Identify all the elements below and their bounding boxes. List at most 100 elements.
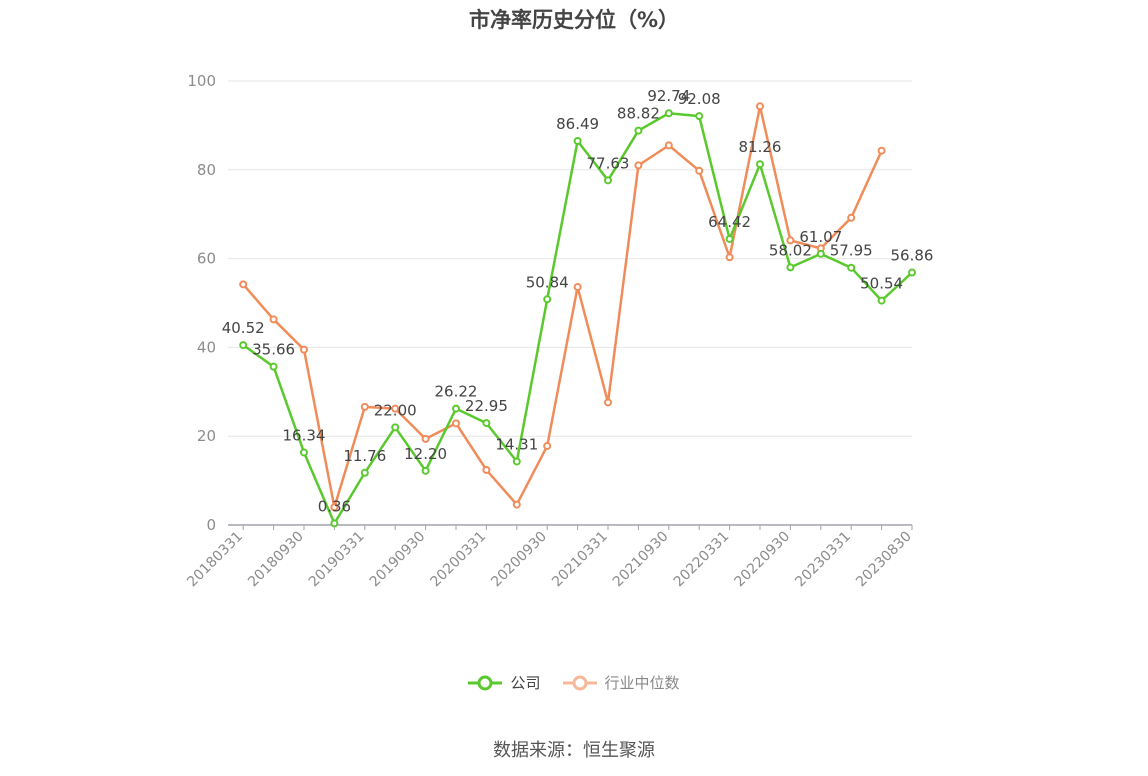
y-tick-label: 60 (197, 250, 216, 268)
company-point (604, 176, 612, 185)
industry-median-point (877, 146, 886, 155)
industry-median-point (482, 465, 491, 474)
company-data-label: 81.26 (739, 138, 782, 156)
y-tick-label: 100 (187, 72, 216, 90)
x-tick-label: 20210331 (549, 529, 611, 591)
legend-line-marker-icon (468, 675, 503, 690)
company-data-label: 22.00 (374, 401, 417, 419)
company-point (847, 263, 856, 272)
industry-median-point (634, 161, 643, 170)
company-point (512, 457, 521, 466)
x-tick-label: 20180930 (245, 529, 307, 591)
series-lines (239, 102, 916, 528)
grid-lines (228, 80, 912, 437)
data-labels: 40.52 35.66 16.34 0.36 11.76 22.00 12.20 26.222… (222, 87, 934, 515)
company-data-label: 26.22 (435, 383, 478, 401)
company-point (391, 423, 400, 432)
company-point (421, 466, 430, 475)
company-point (360, 468, 369, 477)
x-tick-label: 20180331 (184, 529, 246, 591)
x-tick-label: 20220331 (671, 529, 733, 591)
company-data-label: 77.63 (587, 154, 630, 172)
company-point (877, 296, 886, 305)
industry-median-point (391, 404, 400, 413)
company-data-label: 92.74 (647, 87, 690, 105)
company-point (695, 112, 704, 121)
company-data-label: 56.86 (891, 247, 934, 265)
industry-median-point (604, 398, 612, 407)
company-point (756, 160, 764, 169)
chart-title: 市净率历史分位（%） (468, 8, 680, 32)
industry-median-point (786, 236, 795, 245)
industry-median-point (330, 503, 339, 512)
industry-median-point (239, 280, 248, 289)
company-data-label: 50.54 (860, 275, 903, 293)
company-point (634, 126, 643, 135)
company-point (573, 136, 582, 145)
industry-median-point (573, 283, 582, 292)
industry-median-point (360, 402, 369, 411)
company-point (330, 519, 339, 528)
company-data-label: 61.07 (799, 228, 842, 246)
industry-median-point (847, 213, 856, 222)
company-point (269, 362, 278, 371)
legend-line-marker-icon (562, 675, 597, 690)
industry-median-point (664, 141, 673, 150)
y-tick-label: 80 (197, 161, 216, 179)
legend: 公司 行业中位数 (0, 672, 1148, 693)
x-tick-label: 20200930 (488, 529, 550, 591)
company-point (452, 404, 460, 413)
company-point (725, 234, 734, 243)
x-tick-label: 20220930 (732, 529, 794, 591)
industry-median-point (269, 315, 278, 324)
legend-item-industry-median[interactable]: 行业中位数 (562, 672, 680, 693)
legend-label-company: 公司 (510, 674, 541, 692)
industry-median-point (300, 345, 308, 354)
x-tick-label: 20210930 (610, 529, 672, 591)
company-data-label: 86.49 (556, 115, 599, 133)
x-tick-label: 20230830 (853, 529, 915, 591)
x-tick-label: 20190930 (367, 529, 429, 591)
industry-median-point (421, 434, 430, 443)
company-data-label: 12.20 (404, 445, 447, 463)
industry-median-point (543, 441, 552, 450)
company-point (786, 263, 795, 272)
industry-median-point (452, 419, 460, 428)
company-point (482, 419, 491, 428)
y-tick-label: 0 (206, 516, 216, 534)
company-data-label: 16.34 (283, 426, 326, 444)
y-tick-label: 40 (197, 338, 216, 356)
company-data-label: 88.82 (617, 105, 660, 123)
legend-label-industry-median: 行业中位数 (604, 674, 680, 692)
x-tick-label: 20190331 (306, 529, 368, 591)
axes: 0 20 40 60 80 100 20180331 20180930 20190331 2019… (184, 72, 915, 590)
y-tick-label: 20 (197, 427, 216, 445)
company-data-label: 0.36 (318, 497, 351, 515)
legend-item-company[interactable]: 公司 (468, 672, 541, 693)
industry-median-point (756, 102, 764, 111)
company-data-label: 92.08 (678, 90, 721, 108)
company-point (816, 249, 825, 258)
x-tick-label: 20200331 (428, 529, 490, 591)
company-point (543, 295, 552, 304)
company-data-label: 40.52 (222, 319, 265, 337)
company-data-label: 64.42 (708, 213, 751, 231)
data-source-note: 数据来源：恒生聚源 (493, 740, 655, 761)
x-tick-label: 20230331 (792, 529, 854, 591)
industry-median-point (512, 500, 521, 509)
company-data-label: 35.66 (252, 341, 295, 359)
company-point (664, 109, 673, 118)
company-data-label: 58.02 (769, 241, 812, 259)
company-point (239, 341, 248, 350)
industry-median-line (242, 105, 883, 509)
company-data-label: 50.84 (526, 273, 569, 291)
industry-median-point (695, 166, 704, 175)
company-point (300, 448, 308, 457)
company-point (908, 268, 916, 277)
company-data-label: 57.95 (830, 242, 873, 260)
industry-median-point (725, 253, 734, 262)
company-data-label: 22.95 (465, 397, 508, 415)
company-data-label: 11.76 (343, 447, 386, 465)
company-data-label: 14.31 (495, 435, 538, 453)
